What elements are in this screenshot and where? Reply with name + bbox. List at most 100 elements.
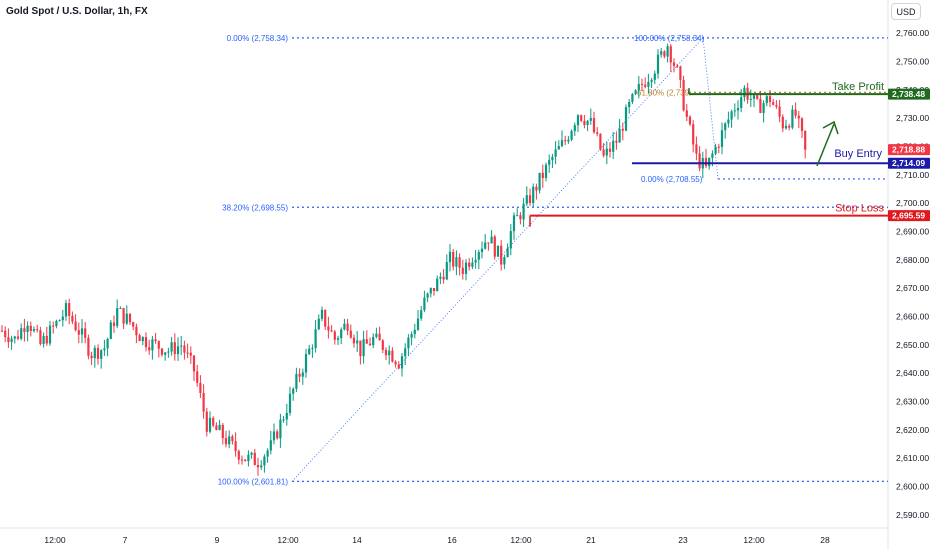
buy-entry-tag	[888, 157, 930, 169]
candle-body	[567, 139, 570, 142]
candle-body	[589, 118, 592, 121]
price-tick-label: 2,680.00	[896, 255, 929, 265]
candle-body	[496, 245, 500, 257]
trade-levels[interactable]: Take Profit Buy Entry Stop Loss 2,738.48 2,7…	[529, 81, 930, 227]
arrow-head	[822, 120, 839, 135]
candle-body	[276, 431, 279, 439]
candle-body	[557, 146, 560, 150]
candle-body	[202, 392, 205, 412]
candle-body	[576, 115, 580, 126]
candle-body	[436, 278, 439, 292]
time-tick-label: 14	[352, 535, 362, 545]
candle-body	[93, 347, 96, 359]
candle-body	[477, 252, 480, 260]
candle-body	[692, 124, 695, 145]
candle-body	[781, 116, 784, 129]
candle-body	[605, 148, 608, 156]
candle-body	[16, 336, 20, 339]
candle-body	[650, 79, 653, 82]
candle-body	[628, 101, 631, 108]
price-tick-label: 2,670.00	[896, 283, 929, 293]
candle-body	[583, 120, 586, 126]
candle-body	[772, 101, 775, 105]
candle-body	[663, 51, 666, 57]
candle-body	[800, 118, 804, 131]
candle-body	[564, 140, 567, 142]
time-tick-label: 12:00	[277, 535, 299, 545]
candle-body	[180, 345, 183, 347]
candle-body	[388, 350, 391, 356]
candle-body	[119, 308, 122, 310]
candle-body	[39, 330, 42, 345]
candle-body	[580, 115, 583, 121]
fib-label-0-small: 0.00% (2,708.55)	[641, 175, 703, 184]
time-axis[interactable]: 12:00 7 9 12:00 14 16 12:00 21 23 12:00 28	[44, 535, 830, 545]
candle-body	[240, 459, 244, 461]
price-tick-label: 2,600.00	[896, 482, 929, 492]
candle-body	[279, 419, 282, 439]
candle-body	[362, 339, 365, 357]
candle-body	[666, 46, 669, 57]
candle-body	[116, 308, 119, 326]
candle-body	[410, 334, 413, 338]
candle-body	[544, 164, 548, 178]
candle-body	[109, 322, 112, 339]
candle-body	[695, 144, 698, 154]
candle-body	[58, 320, 61, 322]
candle-body	[176, 346, 180, 355]
candle-body	[464, 262, 468, 274]
fibonacci-retracement[interactable]: 0.00% (2,758.34) 38.20% (2,698.55) 100.00%…	[218, 34, 888, 487]
candle-body	[48, 325, 52, 344]
candle-body	[730, 111, 733, 120]
candle-body	[7, 337, 10, 343]
candle-body	[394, 361, 397, 365]
candle-body	[266, 450, 269, 457]
candle-body	[759, 98, 762, 113]
currency-button[interactable]: USD	[891, 3, 921, 20]
candle-body	[205, 411, 208, 432]
candle-body	[106, 338, 109, 349]
candle-body	[500, 245, 503, 265]
candle-body	[167, 351, 170, 353]
candle-body	[0, 330, 4, 332]
candle-body	[397, 364, 400, 369]
candle-body	[768, 96, 772, 102]
candle-body	[423, 297, 426, 311]
candle-body	[224, 438, 228, 445]
candle-body	[596, 132, 599, 134]
candle-body	[749, 98, 752, 100]
price-tick-label: 2,750.00	[896, 57, 929, 67]
candle-body	[644, 84, 647, 87]
candle-body	[429, 288, 432, 294]
candle-body	[260, 465, 263, 468]
candle-body	[717, 146, 720, 148]
candle-body	[634, 90, 637, 95]
candle-body	[247, 454, 250, 462]
candle-body	[55, 320, 58, 327]
candle-body	[487, 242, 490, 244]
candle-body	[637, 83, 640, 91]
candle-body	[87, 337, 90, 356]
candle-body	[752, 95, 756, 99]
time-tick-label: 9	[215, 535, 220, 545]
candle-body	[231, 436, 234, 442]
candle-body	[775, 104, 778, 107]
candle-body	[84, 328, 87, 338]
candle-body	[631, 94, 634, 102]
candle-body	[532, 186, 535, 204]
candle-body	[445, 262, 448, 280]
candle-body	[756, 95, 759, 99]
take-profit-tag-label: 2,738.48	[892, 89, 925, 99]
fib-label-100-small: 100.00% (2,758.34)	[634, 34, 705, 43]
candle-body	[26, 325, 29, 332]
candle-body	[74, 321, 77, 331]
candle-body	[468, 262, 471, 267]
candle-body	[301, 372, 304, 377]
candle-body	[788, 125, 791, 128]
candle-body	[516, 215, 519, 217]
candle-body	[733, 110, 736, 112]
price-axis[interactable]: 2,590.00 2,600.00 2,610.00 2,620.00 2,630.00…	[896, 28, 929, 520]
candle-body	[256, 464, 260, 468]
time-tick-label: 16	[447, 535, 457, 545]
